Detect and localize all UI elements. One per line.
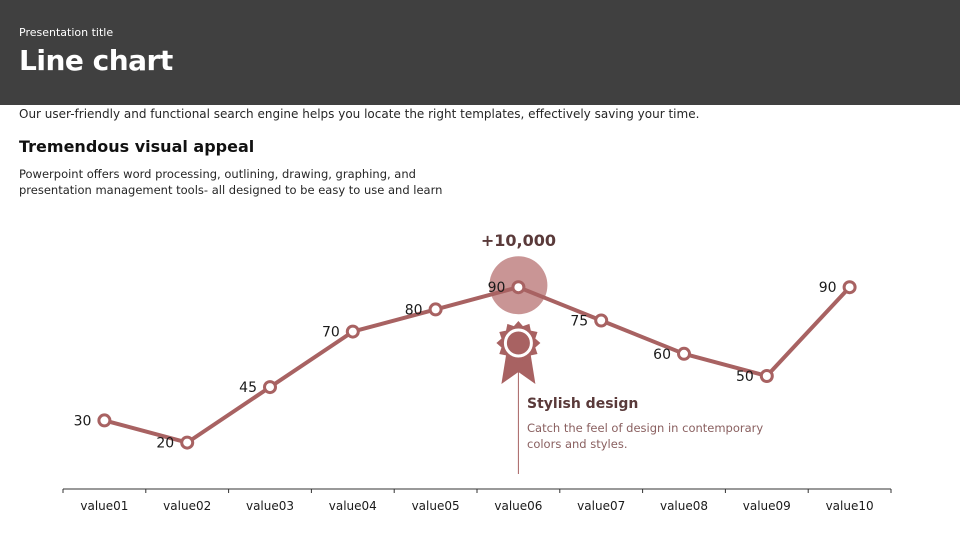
presentation-title: Presentation title [19, 26, 114, 39]
data-label: 80 [405, 302, 423, 318]
data-label: 45 [239, 380, 257, 396]
data-label: 70 [322, 325, 340, 341]
data-label: 90 [488, 280, 506, 296]
data-point [842, 280, 857, 295]
x-tick-label: value01 [80, 499, 128, 513]
data-point [263, 380, 277, 395]
title-bar: Presentation title Line chart [0, 0, 960, 105]
x-tick-label: value04 [329, 499, 377, 513]
data-point [345, 324, 360, 339]
x-tick-label: value07 [577, 499, 625, 513]
data-point [677, 346, 691, 361]
x-tick-label: value08 [660, 499, 708, 513]
data-label: 60 [653, 347, 671, 363]
body-text: Powerpoint offers word processing, outli… [19, 167, 443, 197]
data-point [97, 413, 112, 428]
x-tick-label: value09 [743, 499, 791, 513]
data-point [511, 280, 526, 295]
x-tick-label: value05 [412, 499, 460, 513]
data-label: 30 [74, 413, 92, 429]
callout-text: Catch the feel of design in contemporary… [527, 421, 764, 451]
slide-title: Line chart [19, 44, 173, 77]
series-line [102, 285, 852, 445]
data-point [180, 435, 195, 450]
data-label: 90 [819, 280, 837, 296]
data-point [594, 313, 609, 328]
award-ribbon-icon [496, 321, 541, 384]
x-tick-label: value10 [826, 499, 874, 513]
data-label: 75 [570, 314, 588, 330]
x-tick-label: value03 [246, 499, 294, 513]
subheading: Tremendous visual appeal [19, 137, 255, 156]
x-tick-label: value02 [163, 499, 211, 513]
intro-text: Our user-friendly and functional search … [19, 107, 700, 121]
x-tick-label: value06 [494, 499, 542, 513]
callout-title: Stylish design [527, 396, 639, 412]
data-point [759, 369, 774, 383]
data-point [428, 302, 443, 317]
data-label: 20 [156, 436, 174, 452]
callout-value: +10,000 [481, 231, 556, 250]
data-label: 50 [736, 369, 754, 385]
